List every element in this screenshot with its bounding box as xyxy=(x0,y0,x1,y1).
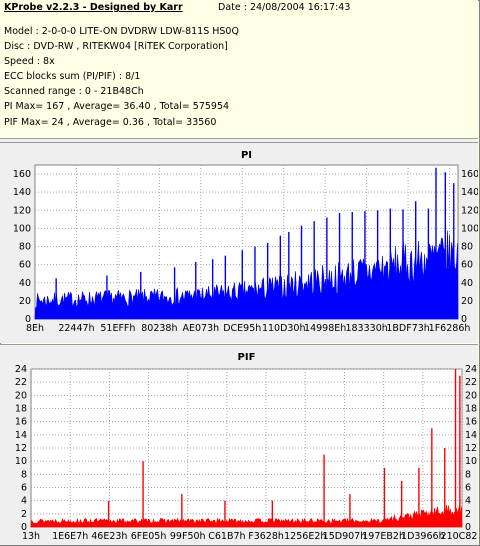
y-tick-label-right: 2 xyxy=(465,509,471,520)
y-tick-label-right: 100 xyxy=(461,223,478,234)
x-tick-label: 1256E2h xyxy=(284,531,326,542)
pi-chart-panel: PI 0 0 20 20 40 40 60 60 80 80 100 100 120 120 140 140 16… xyxy=(0,142,478,343)
chart-title: PI xyxy=(241,150,252,161)
x-tick-label: DCE95h xyxy=(223,323,261,334)
x-tick-label: 14998Eh xyxy=(304,323,346,334)
y-tick-label-right: 6 xyxy=(465,483,471,494)
x-tick-label: F3628h xyxy=(248,531,284,542)
x-tick-label: AE073h xyxy=(182,323,219,334)
ecc-info: ECC blocks sum (PI/PIF) : 8/1 xyxy=(4,71,141,82)
y-tick-label-left: 20 xyxy=(19,296,31,307)
x-tick-label: 6FE05h xyxy=(131,531,167,542)
y-tick-label-right: 40 xyxy=(461,278,473,289)
scanned-range: Scanned range : 0 - 21B48Ch xyxy=(4,86,144,97)
y-tick-label-left: 0 xyxy=(21,522,27,533)
scan-date: Date : 24/08/2004 16:17:43 xyxy=(218,2,351,13)
x-tick-label: 80238h xyxy=(141,323,177,334)
y-tick-label-left: 2 xyxy=(21,509,27,520)
x-tick-label: 1D3966h xyxy=(401,531,445,542)
x-tick-label: 1E6E7h xyxy=(52,531,88,542)
y-tick-label-right: 160 xyxy=(461,169,478,180)
x-tick-label: 110D30h xyxy=(262,323,306,334)
y-tick-label-left: 8 xyxy=(21,469,27,480)
disc-info: Disc : DVD-RW , RITEKW04 [RiTEK Corporat… xyxy=(4,41,228,52)
y-tick-label-right: 4 xyxy=(465,496,471,507)
drive-model: Model : 2-0-0-0 LITE-ON DVDRW LDW-811S H… xyxy=(4,26,239,37)
y-tick-label-left: 120 xyxy=(13,205,31,216)
y-tick-label-left: 24 xyxy=(15,364,27,375)
x-tick-label: 51EFFh xyxy=(100,323,135,334)
x-tick-label: 99F50h xyxy=(170,531,206,542)
y-tick-label-right: 20 xyxy=(461,296,473,307)
y-tick-label-left: 140 xyxy=(13,187,31,198)
x-tick-label: 22447h xyxy=(58,323,94,334)
y-tick-label-left: 80 xyxy=(19,242,31,253)
y-tick-label-right: 14 xyxy=(465,430,477,441)
y-tick-label-right: 0 xyxy=(465,522,471,533)
y-tick-label-right: 16 xyxy=(465,417,477,428)
y-tick-label-left: 0 xyxy=(25,314,31,325)
y-tick-label-left: 12 xyxy=(15,443,27,454)
y-tick-label-right: 80 xyxy=(461,242,473,253)
y-tick-label-left: 10 xyxy=(15,456,27,467)
pi-stats: PI Max= 167 , Average= 36.40 , Total= 57… xyxy=(4,101,230,112)
y-tick-label-right: 12 xyxy=(465,443,477,454)
y-tick-label-right: 10 xyxy=(465,456,477,467)
x-tick-label: 183330h xyxy=(345,323,387,334)
x-tick-label: 13h xyxy=(22,531,40,542)
x-tick-label: 46E23h xyxy=(91,531,127,542)
y-tick-label-right: 20 xyxy=(465,390,477,401)
chart-title: PIF xyxy=(238,352,256,363)
y-tick-label-right: 22 xyxy=(465,377,477,388)
x-tick-label: 15D907h xyxy=(323,531,367,542)
y-tick-label-left: 20 xyxy=(15,390,27,401)
y-tick-label-right: 24 xyxy=(465,364,477,375)
y-tick-label-left: 40 xyxy=(19,278,31,289)
plot-area xyxy=(30,368,463,528)
y-tick-label-left: 16 xyxy=(15,417,27,428)
y-tick-label-right: 18 xyxy=(465,404,477,415)
y-tick-label-left: 14 xyxy=(15,430,27,441)
y-tick-label-left: 60 xyxy=(19,260,31,271)
x-tick-label: C61B7h xyxy=(208,531,245,542)
x-tick-label: 197EB2h xyxy=(362,531,405,542)
x-tick-label: 8Eh xyxy=(26,323,44,334)
divider xyxy=(0,138,478,142)
x-tick-label: 1BDF73h xyxy=(386,323,429,334)
y-tick-label-left: 100 xyxy=(13,223,31,234)
y-tick-label-left: 18 xyxy=(15,404,27,415)
scan-info-panel: KProbe v2.2.3 - Designed by Karr Date : … xyxy=(0,0,478,138)
y-tick-label-left: 22 xyxy=(15,377,27,388)
pi-chart: PI 0 0 20 20 40 40 60 60 80 80 100 100 120 120 140 140 16… xyxy=(13,150,478,334)
x-tick-label: 1F6286h xyxy=(429,323,471,334)
app-title: KProbe v2.2.3 - Designed by Karr xyxy=(4,2,183,13)
x-tick-label: 210C82h xyxy=(441,531,478,542)
y-tick-label-left: 6 xyxy=(21,483,27,494)
y-tick-label-right: 140 xyxy=(461,187,478,198)
y-tick-label-right: 0 xyxy=(461,314,467,325)
y-tick-label-right: 60 xyxy=(461,260,473,271)
y-tick-label-right: 120 xyxy=(461,205,478,216)
speed-info: Speed : 8x xyxy=(4,56,55,67)
y-tick-label-left: 160 xyxy=(13,169,31,180)
y-tick-label-right: 8 xyxy=(465,469,471,480)
pif-chart-panel: PIF 0 0 2 2 4 4 6 6 8 8 10 10 12 12 14 14 16 16 18 18 20 20 22 2… xyxy=(0,344,478,545)
y-tick-label-left: 4 xyxy=(21,496,27,507)
pif-stats: PIF Max= 24 , Average= 0.36 , Total= 335… xyxy=(4,117,217,128)
